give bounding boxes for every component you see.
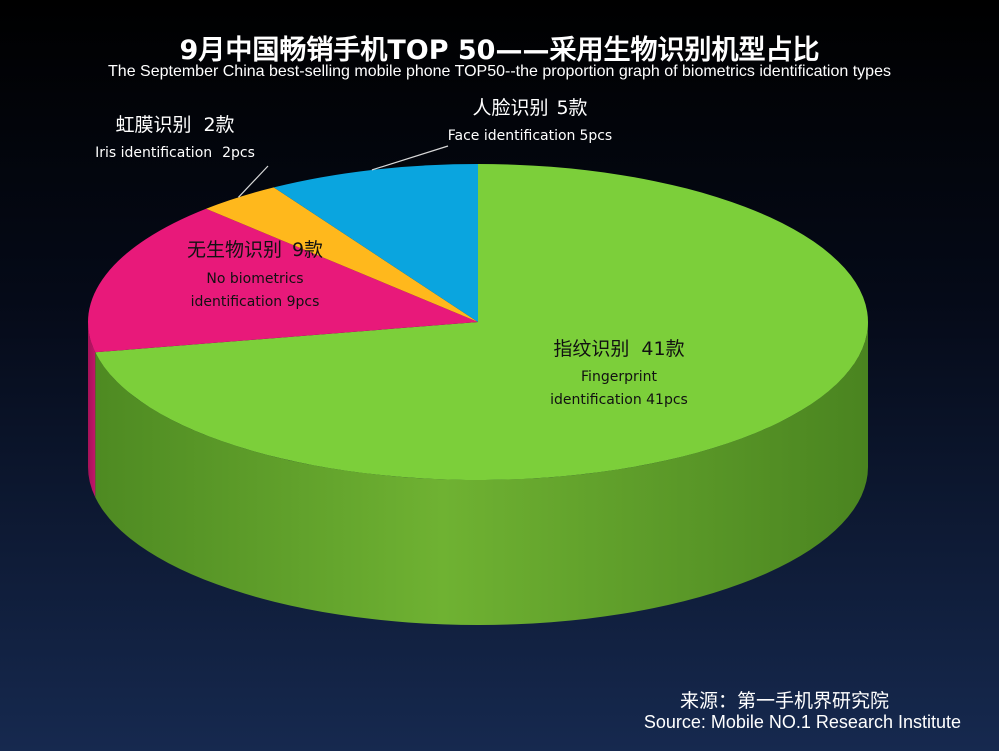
pie-slice-no	[88, 208, 478, 353]
chart-title: 9月中国畅销手机TOP 50——采用生物识别机型占比	[179, 35, 820, 66]
leader-line-iris	[238, 165, 269, 198]
pie-slice-iris	[206, 187, 478, 322]
pie-side-no	[88, 322, 96, 498]
label-fingerprint-zh: 指纹识别 41款	[553, 338, 684, 360]
pie-slice-fingerprint	[95, 164, 869, 481]
source-en: Source: Mobile NO.1 Research Institute	[643, 712, 961, 732]
chart-subtitle: The September China best-selling mobile …	[108, 63, 891, 80]
label-face-en: Face identification 5pcs	[448, 128, 612, 144]
label-iris-zh: 虹膜识别 2款	[115, 114, 234, 136]
label-fingerprint-en: Fingerprint	[581, 369, 657, 385]
pie-slice-face	[273, 164, 478, 322]
pie-side-layer	[88, 322, 869, 625]
label-none-en: No biometrics	[206, 271, 303, 287]
label-face-zh: 人脸识别 5款	[472, 97, 587, 119]
source-zh: 来源：第一手机界研究院	[679, 690, 889, 712]
pie-leader-lines	[238, 145, 449, 198]
label-fingerprint-value: identification 41pcs	[550, 392, 688, 408]
pie-top-layer	[88, 164, 869, 481]
label-none-value: identification 9pcs	[191, 294, 320, 310]
pie-side-fingerprint	[95, 322, 869, 625]
label-none-zh: 无生物识别 9款	[187, 239, 323, 261]
label-iris-en: Iris identification 2pcs	[95, 145, 255, 161]
leader-line-face	[371, 145, 449, 171]
